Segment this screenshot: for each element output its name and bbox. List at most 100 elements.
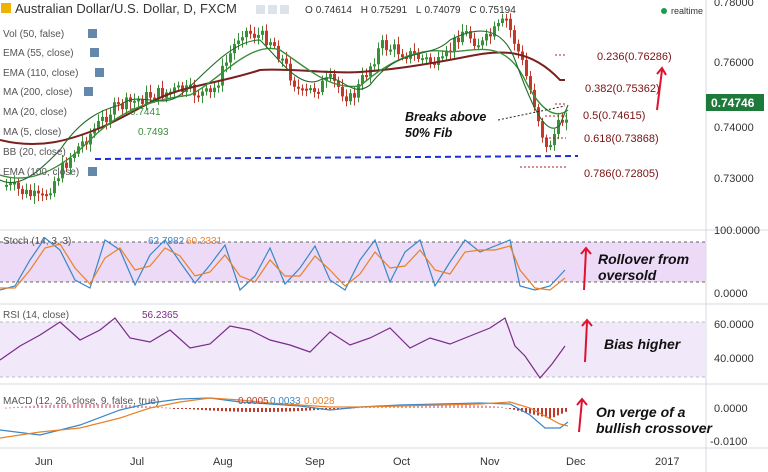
macd-hist-bar: [445, 404, 447, 408]
realtime-label: realtime: [671, 6, 703, 16]
candle-body: [101, 116, 104, 121]
candle-body: [41, 193, 44, 196]
macd-hist-bar: [285, 408, 287, 412]
legend-ma20: MA (20, close): [3, 107, 67, 118]
candle-body: [37, 190, 40, 194]
candle-body: [325, 77, 328, 81]
candle-body: [13, 182, 16, 185]
stoch-d-line: [0, 243, 566, 291]
candle-body: [473, 38, 476, 47]
time-2017: 2017: [655, 456, 679, 468]
macd-hist-bar: [197, 408, 199, 410]
candle-body: [281, 58, 284, 61]
candle-body: [341, 86, 344, 97]
candle-body: [353, 93, 356, 98]
eye-icon[interactable]: [268, 5, 277, 14]
realtime-dot-icon: [661, 8, 667, 14]
macd-hist-bar: [61, 404, 63, 408]
macd-hist-bar: [29, 405, 31, 408]
candle-body: [549, 145, 552, 148]
candle-body: [313, 88, 316, 92]
legend-gear-icon[interactable]: [90, 48, 99, 57]
candle-body: [385, 40, 388, 51]
macd-hist-bar: [249, 408, 251, 412]
macd-hist-bar: [237, 408, 239, 412]
rsi-line: [0, 317, 566, 379]
macd-hist-bar: [69, 404, 71, 408]
candle-body: [9, 183, 12, 186]
candle-body: [513, 30, 516, 44]
indicator-legend: Vol (50, false) EMA (55, close) EMA (110…: [3, 29, 169, 178]
macd-hist-bar: [189, 408, 191, 410]
macd-hist-bar: [325, 408, 327, 410]
candle-body: [357, 84, 360, 98]
candle-body: [517, 43, 520, 52]
macd-hist-bar: [497, 406, 499, 408]
candle-body: [393, 44, 396, 50]
candle-body: [445, 50, 448, 57]
macd-hist-bar: [521, 408, 523, 412]
candle-body: [405, 57, 408, 60]
macd-hist-bar: [5, 407, 7, 409]
stoch-axis-100: 100.0000: [714, 225, 760, 237]
candle-body: [113, 102, 116, 115]
legend-gear-icon[interactable]: [84, 87, 93, 96]
legend-ema100: EMA (100, close): [3, 167, 79, 178]
macd-hist-bar: [517, 408, 519, 411]
candle-body: [265, 30, 268, 46]
legend-gear-icon[interactable]: [88, 29, 97, 38]
collapse-icon[interactable]: [1, 3, 11, 13]
up-arrows: [576, 66, 667, 433]
macd-hist-bar: [441, 404, 443, 408]
candle-body: [141, 99, 144, 104]
candle-body: [469, 31, 472, 39]
header: Australian Dollar/U.S. Dollar, D, FXCM O…: [1, 1, 703, 16]
arrow-up-icon: [656, 66, 667, 111]
fib-label-0382: 0.382(0.75362): [585, 83, 660, 95]
svg-text:O0.74614 H0.75291: O 0.74614 H 0.75291 L 0.74079 C 0.75194: [305, 5, 516, 16]
macd-hist-bar: [117, 404, 119, 408]
close-icon[interactable]: [280, 5, 289, 14]
legend-gear-icon[interactable]: [95, 68, 104, 77]
candle-body: [173, 87, 176, 92]
candle-body: [261, 30, 264, 35]
settings-icon[interactable]: [256, 5, 265, 14]
ohlc-l-key: L: [416, 5, 422, 16]
macd-hist-bar: [493, 406, 495, 408]
macd-hist-bar: [89, 404, 91, 408]
legend-ema55: EMA (55, close): [3, 48, 74, 59]
candle-body: [65, 162, 68, 168]
legend-gear-icon[interactable]: [88, 167, 97, 176]
candle-body: [509, 18, 512, 31]
macd-hist-bar: [549, 408, 551, 419]
time-sep: Sep: [305, 456, 325, 468]
ohlc-h-value: 0.75291: [371, 5, 408, 16]
macd-hist-bar: [273, 408, 275, 412]
macd-hist-bar: [261, 408, 263, 412]
legend-ma20-value: 0.7441: [130, 107, 161, 118]
candle-body: [197, 95, 200, 98]
candle-body: [157, 87, 160, 100]
macd-hist-value: 0.0005: [238, 396, 269, 407]
rsi-pane: RSI (14, close) 56.2365 60.0000 40.0000: [3, 310, 754, 365]
macd-hist-bar: [229, 408, 231, 412]
macd-hist-bar: [193, 408, 195, 410]
time-dec: Dec: [566, 456, 586, 468]
ohlc-c-value: 0.75194: [480, 5, 517, 16]
price-tick-073: 0.73000: [714, 173, 754, 185]
macd-hist-bar: [289, 408, 291, 412]
candle-body: [365, 75, 368, 78]
candle-body: [441, 56, 444, 59]
macd-hist-bar: [49, 404, 51, 408]
candle-body: [293, 80, 296, 87]
candle-body: [453, 37, 456, 52]
macd-hist-bar: [541, 408, 543, 417]
macd-hist-bar: [105, 404, 107, 408]
candle-body: [145, 92, 148, 104]
candle-body: [501, 18, 504, 24]
rsi-band: [0, 322, 706, 377]
macd-axis-0: 0.0000: [714, 403, 748, 415]
macd-hist-bar: [333, 408, 335, 409]
